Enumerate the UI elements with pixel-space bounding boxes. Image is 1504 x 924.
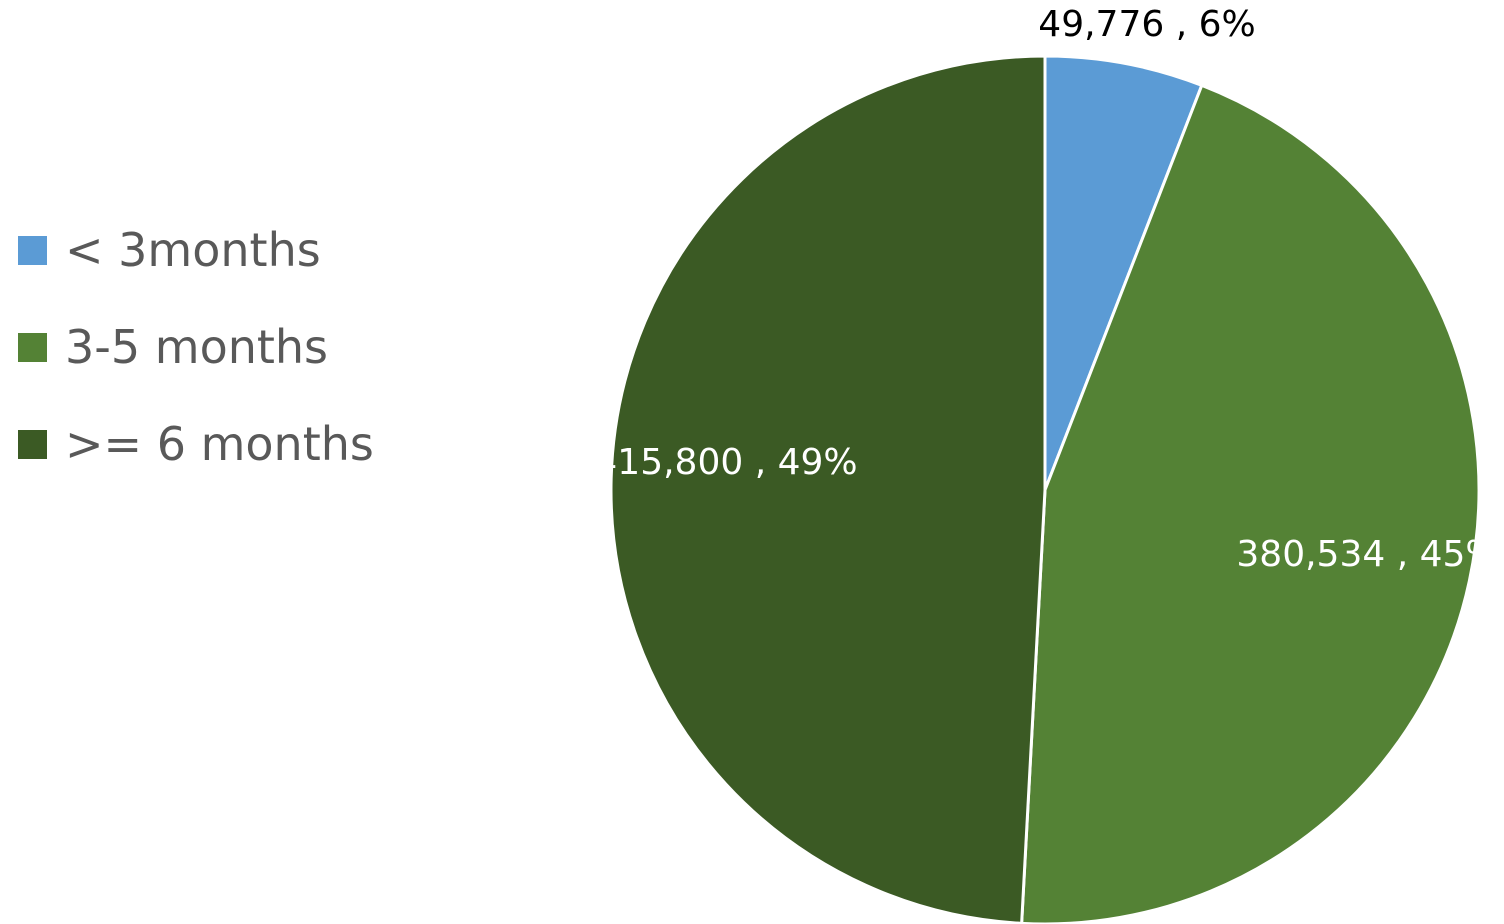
pie-slice-0 (1043, 54, 1204, 491)
legend-item-under-3-months: < 3months (18, 218, 374, 282)
data-label-1: 380,534 , 45% (1236, 534, 1499, 575)
legend-label: < 3months (65, 223, 321, 277)
pie-slice-1 (1020, 83, 1481, 924)
legend-swatch (18, 332, 47, 362)
data-label-0: 49,776 , 6% (1038, 4, 1255, 45)
data-label-2: 415,800 , 49% (594, 442, 857, 483)
pie-slice-2 (609, 54, 1047, 924)
legend-item-3-5-months: 3-5 months (18, 315, 374, 379)
legend-label: 3-5 months (65, 320, 329, 374)
legend-swatch (18, 429, 47, 459)
legend-swatch (18, 235, 47, 265)
chart-legend: < 3months 3-5 months >= 6 months (18, 218, 374, 509)
legend-label: >= 6 months (65, 417, 374, 471)
legend-item-6-plus-months: >= 6 months (18, 412, 374, 476)
